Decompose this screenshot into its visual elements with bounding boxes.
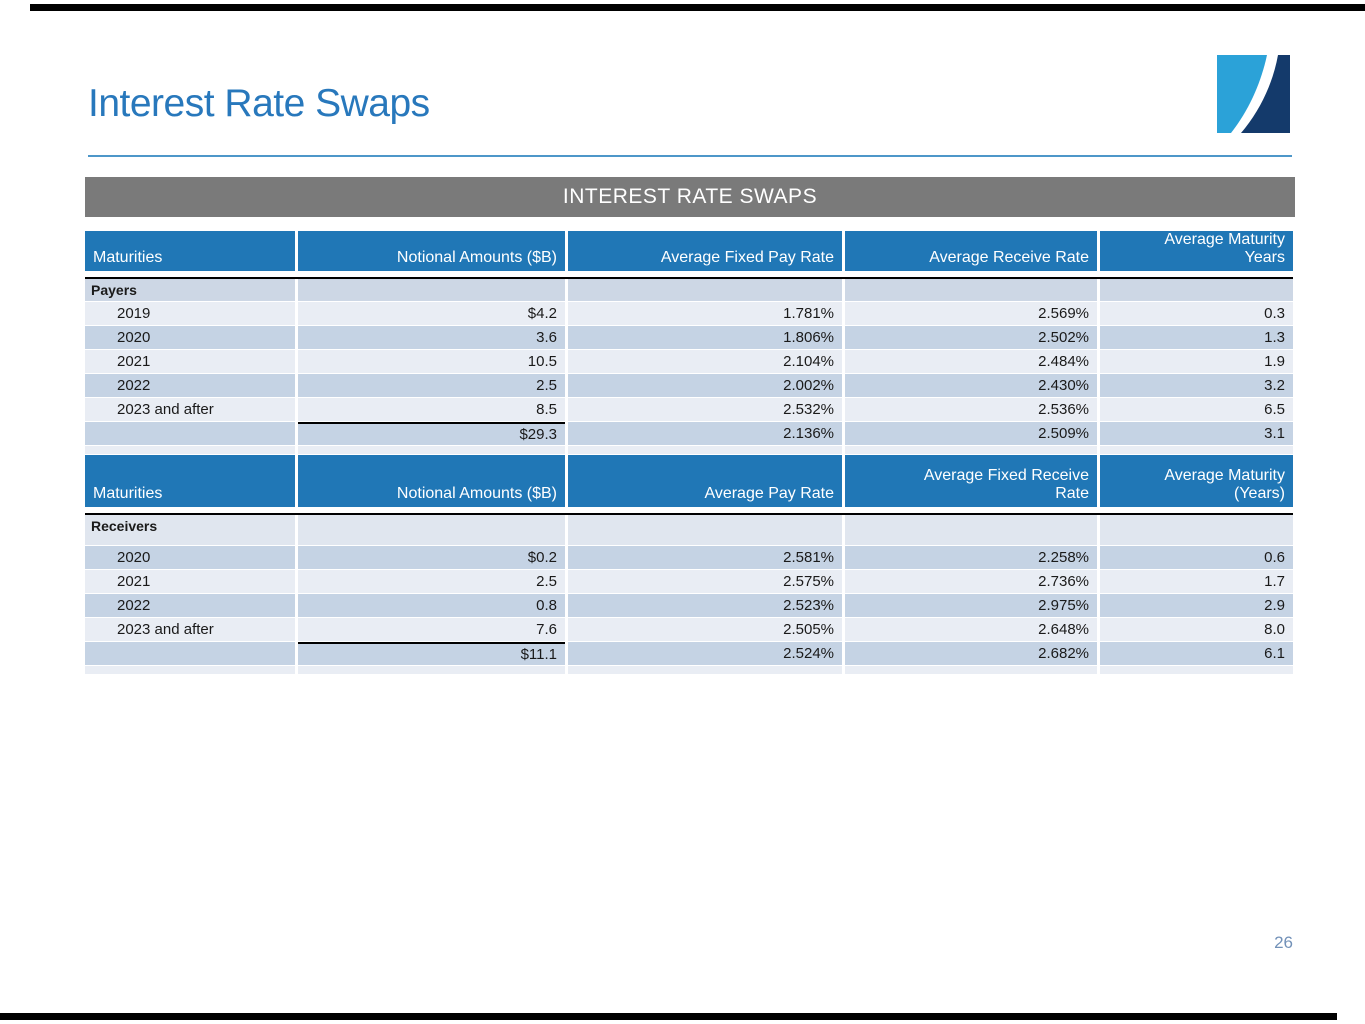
maturity-cell: 2019	[85, 302, 295, 325]
notional-cell: 2.5	[298, 570, 565, 593]
receivers-table: Maturities Notional Amounts ($B) Average…	[85, 455, 1293, 674]
table-row: 2021 2.5 2.575% 2.736% 1.7	[85, 570, 1293, 593]
notional-cell: 3.6	[298, 326, 565, 349]
table-row: 2020 $0.2 2.581% 2.258% 0.6	[85, 546, 1293, 569]
total-notional-cell: $29.3	[298, 422, 565, 445]
pay-rate-cell: 2.523%	[568, 594, 842, 617]
table-spacer-row	[85, 446, 1293, 454]
table-row: 2023 and after 7.6 2.505% 2.648% 8.0	[85, 618, 1293, 641]
pay-rate-cell: 2.581%	[568, 546, 842, 569]
table-row: 2023 and after 8.5 2.532% 2.536% 6.5	[85, 398, 1293, 421]
receivers-header-row: Maturities Notional Amounts ($B) Average…	[85, 455, 1293, 507]
top-edge-bar	[30, 4, 1365, 11]
avg-maturity-cell: 1.9	[1100, 350, 1293, 373]
receivers-col-pay-rate: Average Pay Rate	[568, 455, 842, 507]
notional-cell: $0.2	[298, 546, 565, 569]
notional-cell: 2.5	[298, 374, 565, 397]
table-row: 2022 0.8 2.523% 2.975% 2.9	[85, 594, 1293, 617]
pay-rate-cell: 1.781%	[568, 302, 842, 325]
avg-maturity-cell: 0.6	[1100, 546, 1293, 569]
avg-maturity-cell: 8.0	[1100, 618, 1293, 641]
receivers-col-avg-maturity: Average Maturity (Years)	[1100, 455, 1293, 507]
payers-col-receive-rate: Average Receive Rate	[845, 231, 1097, 271]
maturity-cell: 2023 and after	[85, 398, 295, 421]
avg-maturity-cell: 6.5	[1100, 398, 1293, 421]
total-pay-rate-cell: 2.524%	[568, 642, 842, 665]
payers-col-notional: Notional Amounts ($B)	[298, 231, 565, 271]
receivers-total-row: $11.1 2.524% 2.682% 6.1	[85, 642, 1293, 665]
total-receive-rate-cell: 2.682%	[845, 642, 1097, 665]
payers-col-avg-maturity: Average Maturity Years	[1100, 231, 1293, 271]
receive-rate-cell: 2.484%	[845, 350, 1097, 373]
payers-table: Maturities Notional Amounts ($B) Average…	[85, 231, 1293, 454]
pay-rate-cell: 2.002%	[568, 374, 842, 397]
page-number: 26	[1274, 933, 1293, 952]
payers-col-maturities: Maturities	[85, 231, 295, 271]
receive-rate-cell: 2.975%	[845, 594, 1097, 617]
table-row: 2019 $4.2 1.781% 2.569% 0.3	[85, 302, 1293, 325]
title-divider	[88, 155, 1292, 157]
company-logo-icon	[1217, 55, 1290, 133]
avg-maturity-cell: 2.9	[1100, 594, 1293, 617]
notional-cell: 0.8	[298, 594, 565, 617]
avg-maturity-cell: 1.7	[1100, 570, 1293, 593]
total-pay-rate-cell: 2.136%	[568, 422, 842, 445]
receive-rate-cell: 2.430%	[845, 374, 1097, 397]
table-row: 2022 2.5 2.002% 2.430% 3.2	[85, 374, 1293, 397]
payers-section-label: Payers	[85, 279, 295, 301]
payers-header-row: Maturities Notional Amounts ($B) Average…	[85, 231, 1293, 271]
table-row: 2021 10.5 2.104% 2.484% 1.9	[85, 350, 1293, 373]
avg-maturity-cell: 3.2	[1100, 374, 1293, 397]
maturity-cell: 2020	[85, 326, 295, 349]
payers-total-row: $29.3 2.136% 2.509% 3.1	[85, 422, 1293, 445]
total-notional-cell: $11.1	[298, 642, 565, 665]
avg-maturity-cell: 1.3	[1100, 326, 1293, 349]
receive-rate-cell: 2.536%	[845, 398, 1097, 421]
page-title: Interest Rate Swaps	[88, 82, 430, 125]
total-avg-maturity-cell: 3.1	[1100, 422, 1293, 445]
receive-rate-cell: 2.648%	[845, 618, 1097, 641]
receivers-col-receive-rate: Average Fixed Receive Rate	[845, 455, 1097, 507]
notional-cell: 10.5	[298, 350, 565, 373]
total-avg-maturity-cell: 6.1	[1100, 642, 1293, 665]
receivers-section-label: Receivers	[85, 515, 295, 545]
notional-cell: $4.2	[298, 302, 565, 325]
table-banner: INTEREST RATE SWAPS	[85, 177, 1295, 217]
maturity-cell: 2023 and after	[85, 618, 295, 641]
pay-rate-cell: 2.505%	[568, 618, 842, 641]
receivers-section-line	[85, 513, 1293, 515]
avg-maturity-cell: 0.3	[1100, 302, 1293, 325]
pay-rate-cell: 2.104%	[568, 350, 842, 373]
notional-cell: 7.6	[298, 618, 565, 641]
receive-rate-cell: 2.569%	[845, 302, 1097, 325]
pay-rate-cell: 2.532%	[568, 398, 842, 421]
notional-cell: 8.5	[298, 398, 565, 421]
receive-rate-cell: 2.258%	[845, 546, 1097, 569]
maturity-cell: 2021	[85, 350, 295, 373]
maturity-cell: 2020	[85, 546, 295, 569]
pay-rate-cell: 2.575%	[568, 570, 842, 593]
receivers-col-maturities: Maturities	[85, 455, 295, 507]
payers-section-row: Payers	[85, 279, 1293, 301]
table-row: 2020 3.6 1.806% 2.502% 1.3	[85, 326, 1293, 349]
payers-col-pay-rate: Average Fixed Pay Rate	[568, 231, 842, 271]
pay-rate-cell: 1.806%	[568, 326, 842, 349]
total-receive-rate-cell: 2.509%	[845, 422, 1097, 445]
payers-section-line	[85, 277, 1293, 279]
receivers-col-notional: Notional Amounts ($B)	[298, 455, 565, 507]
receive-rate-cell: 2.736%	[845, 570, 1097, 593]
maturity-cell: 2021	[85, 570, 295, 593]
bottom-edge-bar	[0, 1013, 1337, 1020]
receivers-section-row: Receivers	[85, 515, 1293, 545]
table-spacer-row	[85, 666, 1293, 674]
maturity-cell: 2022	[85, 594, 295, 617]
receive-rate-cell: 2.502%	[845, 326, 1097, 349]
maturity-cell: 2022	[85, 374, 295, 397]
